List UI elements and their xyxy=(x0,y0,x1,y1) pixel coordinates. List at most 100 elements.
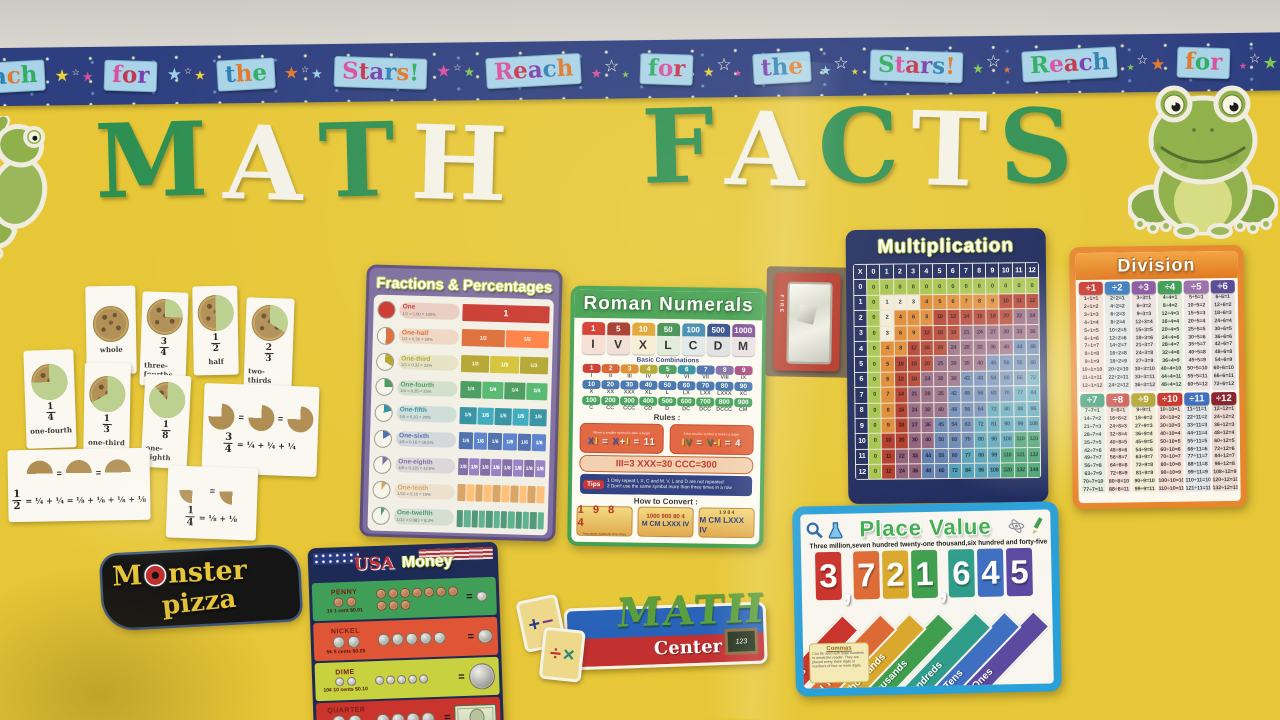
roman-combo-number: 100 xyxy=(582,395,601,406)
fraction-numerator: 1 xyxy=(162,419,170,430)
fraction-name-pill: One-twelfth 1/12 = 0.083 = 8.3% xyxy=(393,508,455,526)
fraction-bar-segment: 1/6 xyxy=(473,432,488,450)
equals-sign: = xyxy=(238,411,245,422)
banner-word: for xyxy=(1176,46,1231,79)
multiplication-cell: 80 xyxy=(974,432,987,448)
multiplication-cell: 18 xyxy=(986,309,999,325)
division-fact: 24÷6=4 xyxy=(1214,317,1232,324)
multiplication-cell: 132 xyxy=(1027,447,1041,463)
roman-base-cell: 50 L xyxy=(656,322,680,356)
fraction-bar-segment: 1 xyxy=(462,303,550,323)
banner-letter: r xyxy=(137,61,151,89)
banner-letter: s xyxy=(395,58,410,86)
division-facts: 3÷3=1 6÷3=2 9÷3=3 12÷3=4 15÷3=5 18÷3=6 21÷3=7 2… xyxy=(1131,295,1158,392)
star-icon: ★ xyxy=(1126,61,1137,72)
roman-combo-numeral: XXX xyxy=(623,389,635,396)
multiplication-header-cell: 4 xyxy=(919,264,933,279)
multiplication-cell: 48 xyxy=(922,464,935,479)
division-fact: 20÷10=2 xyxy=(1159,414,1181,421)
roman-base-cell: 1000 M xyxy=(731,323,755,357)
fraction-bar-segment: 1/3 xyxy=(519,356,549,375)
division-facts: 12÷12=1 24÷12=2 36÷12=3 48÷12=4 60÷12=5 72÷12… xyxy=(1211,405,1238,492)
roman-combo-numeral: LX xyxy=(682,390,690,397)
multiplication-cell: 30 xyxy=(947,356,960,371)
multiplication-cell: 3 xyxy=(881,326,894,341)
star-icon: ★ xyxy=(702,64,717,80)
fraction-bar-segment: 1/2 xyxy=(505,330,550,349)
banner-letter: e xyxy=(512,56,529,85)
roman-combo-number: 300 xyxy=(620,396,639,406)
division-fact: 33÷11=3 xyxy=(1187,422,1208,429)
banner-letter: a xyxy=(368,57,385,86)
math-symbol-card-2: ÷ × xyxy=(538,626,586,683)
eyeball-icon xyxy=(142,562,168,588)
money-row: QUARTER25¢ 25 cents $0.25 = xyxy=(315,696,502,720)
roman-rule-caption-1: When a smaller symbol is after a larger xyxy=(593,430,651,435)
fraction-info: 1/3 = 0.33 = 33% xyxy=(400,363,433,369)
roman-combo-cell: 7 VII xyxy=(696,365,715,381)
division-fact: 55÷11=5 xyxy=(1187,437,1208,445)
star-icon: ★ xyxy=(435,61,454,81)
coin-pair xyxy=(334,676,357,687)
multiplication-row-label: 1 xyxy=(854,295,867,311)
dime-coin xyxy=(419,673,429,684)
multiplication-cell: 66 xyxy=(948,448,961,464)
star-icon: ☆ xyxy=(300,64,312,75)
commas-note-text: Can be used with large numbers to assist… xyxy=(812,651,865,669)
penny-coin xyxy=(387,588,399,599)
fraction-percentage-row: One-third 1/3 = 0.33 = 33% 1/3 1/3 1/3 xyxy=(375,349,549,378)
penny-coin xyxy=(376,600,387,611)
division-fact: 15÷3=5 xyxy=(1135,326,1153,333)
banner-letter: t xyxy=(358,57,370,85)
fraction-bar-segment: 1/8 xyxy=(490,458,502,477)
division-column-header: ÷4 xyxy=(1157,280,1183,294)
fraction-bar-segment xyxy=(529,511,537,529)
division-fact: 40÷10=4 xyxy=(1160,430,1181,437)
roman-combo-cell: 80 LXXX xyxy=(715,381,734,397)
multiplication-cell: 40 xyxy=(973,355,987,371)
roman-combo-cell: 10 X xyxy=(582,379,601,395)
division-facts: 11÷11=1 22÷11=2 33÷11=3 44÷11=4 55÷11=5 66÷11… xyxy=(1184,406,1211,492)
multiplication-cell: 24 xyxy=(908,402,921,418)
multiplication-header-cell: 11 xyxy=(1012,263,1025,278)
multiplication-cell: 50 xyxy=(934,433,948,448)
roman-base-numeral: M xyxy=(731,336,755,357)
multiplication-cell: 0 xyxy=(868,418,882,434)
division-column-header: ÷6 xyxy=(1210,279,1235,294)
roman-combo-numeral: X xyxy=(589,388,594,395)
fraction-bar-segment: 1/5 xyxy=(512,407,530,426)
coin-value: 1¢ 1 cent $0.01 xyxy=(326,607,363,614)
fraction-bar-segment: 1/2 xyxy=(461,329,506,348)
fraction-denominator: 3 xyxy=(263,352,274,365)
multiplication-cell: 36 xyxy=(921,418,934,433)
quarter-coin xyxy=(421,711,436,720)
roman-combo-number: 80 xyxy=(715,381,734,391)
division-column: ÷3 3÷3=1 6÷3=2 9÷3=3 12÷3=4 15÷3=5 18÷3=6 21÷3=… xyxy=(1131,281,1158,392)
multiplication-cell: 110 xyxy=(1001,447,1014,463)
equation-rest: = ⅛ + ⅛ xyxy=(198,512,238,524)
star-icon: ★ xyxy=(194,67,208,83)
fraction-bar-segment: 1/5 xyxy=(459,406,477,424)
fraction-bar: 1/3 1/3 1/3 xyxy=(460,354,549,375)
money-title-usa: USA xyxy=(353,553,395,575)
banner-letter: e xyxy=(251,58,268,87)
star-icon: ★ xyxy=(1238,60,1250,71)
roman-combo-cell: 50 L xyxy=(658,380,677,396)
division-fact: 10÷10=1 xyxy=(1159,406,1181,413)
multiplication-cell: 33 xyxy=(908,448,922,464)
fraction-denominator: 4 xyxy=(185,515,195,528)
roman-combo-numeral: III xyxy=(627,373,632,380)
place-value-comma: , xyxy=(842,569,853,607)
money-row: PENNY 1¢ 1 cent $0.01 = xyxy=(311,576,497,622)
multiplication-cell: 7 xyxy=(881,387,895,403)
fraction-bar-segment: 1/8 xyxy=(457,457,469,476)
fraction-denominator: 8 xyxy=(160,429,171,441)
multiplication-cell: 121 xyxy=(1014,447,1027,463)
multiplication-cell: 60 xyxy=(948,433,961,448)
banner-letter: R xyxy=(1029,50,1050,79)
multiplication-cell: 0 xyxy=(1025,278,1039,293)
roman-combo-cell: 6 VI xyxy=(677,365,696,380)
